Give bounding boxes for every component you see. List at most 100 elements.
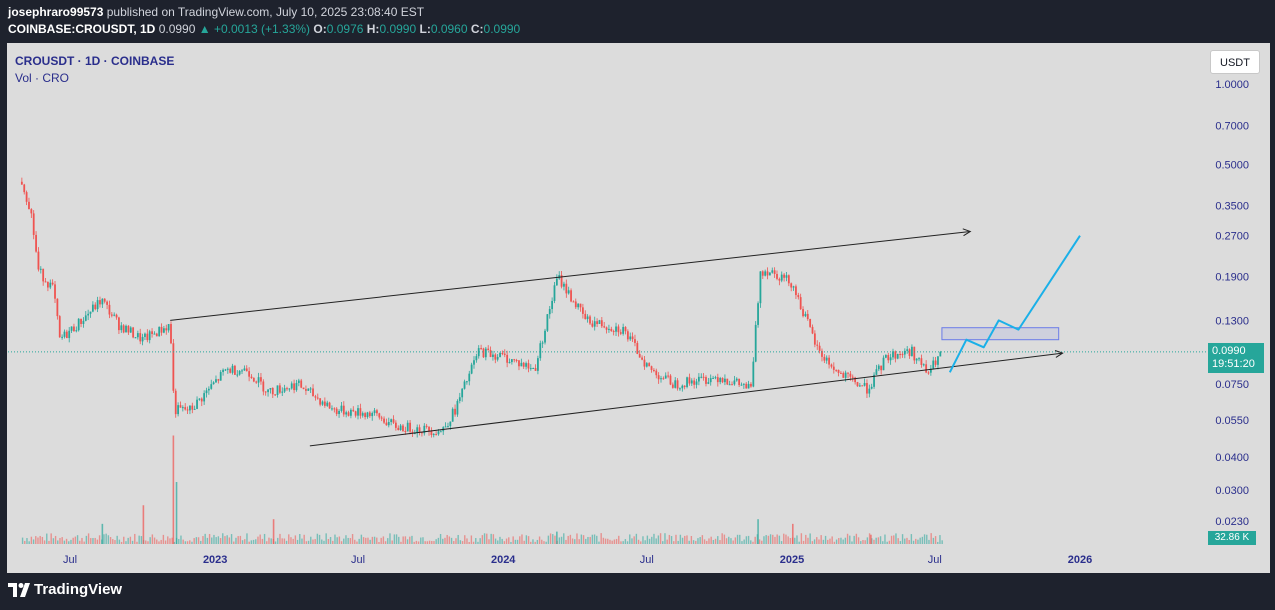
candle-body — [342, 405, 345, 415]
candle-body — [226, 368, 229, 370]
volume-bar — [279, 533, 281, 544]
candle-body — [477, 348, 480, 357]
volume-bar — [453, 541, 455, 544]
candle-body — [626, 331, 629, 340]
volume-bar — [246, 533, 248, 544]
candle-body — [792, 286, 795, 288]
candle-body — [911, 346, 913, 356]
trendline-arrowhead — [962, 228, 972, 237]
candle-body — [212, 382, 215, 385]
candle-body — [44, 281, 47, 283]
chart-legend-title[interactable]: CROUSDT · 1D · COINBASE — [15, 54, 175, 68]
candle-body — [894, 351, 897, 359]
candle-body — [167, 324, 170, 331]
chart-pane[interactable] — [7, 43, 1270, 573]
volume-legend[interactable]: Vol · CRO — [15, 71, 70, 85]
volume-bar — [488, 539, 490, 544]
candle-body — [423, 425, 426, 434]
candle-body — [290, 383, 293, 389]
candle-body — [927, 372, 930, 374]
volume-bar — [103, 534, 105, 544]
candle-body — [702, 376, 705, 378]
currency-button[interactable]: USDT — [1210, 50, 1260, 74]
volume-bar — [301, 538, 303, 544]
volume-bar — [391, 540, 393, 544]
volume-bar — [787, 536, 789, 544]
volume-bar — [318, 534, 321, 544]
volume-bar — [274, 541, 277, 544]
volume-bar — [802, 540, 805, 544]
candle-body — [385, 422, 388, 426]
volume-bar — [644, 540, 646, 544]
candle-body — [20, 181, 23, 185]
volume-bar — [783, 533, 785, 544]
volume-bar — [684, 535, 686, 544]
candle-body — [331, 408, 333, 410]
candle-body — [61, 336, 64, 338]
candle-body — [925, 364, 928, 373]
volume-bar — [490, 533, 492, 544]
volume-bar — [189, 540, 191, 544]
volume-bar — [241, 540, 244, 544]
candle-body — [541, 342, 544, 344]
volume-bar — [580, 534, 583, 544]
volume-bar — [626, 541, 629, 544]
volume-bar — [906, 537, 908, 544]
candle-body — [319, 398, 322, 405]
volume-bar — [648, 538, 651, 544]
volume-bar — [340, 541, 343, 544]
author-name[interactable]: josephraro99573 — [8, 5, 104, 19]
candle-body — [196, 399, 198, 409]
volume-bar — [213, 534, 215, 544]
volume-bar — [226, 535, 228, 544]
volume-bar — [747, 535, 750, 544]
candle-body — [873, 374, 875, 387]
volume-bar — [182, 539, 184, 544]
candle-body — [297, 380, 300, 383]
candle-body — [740, 384, 743, 386]
candle-body — [544, 330, 546, 343]
volume-bar — [358, 538, 360, 544]
candle-body — [139, 333, 142, 342]
candle-body — [179, 405, 182, 408]
candle-body — [579, 303, 582, 308]
volume-bar — [296, 539, 299, 544]
volume-bar — [54, 535, 57, 544]
open-label: O: — [313, 22, 327, 36]
candle-body — [215, 379, 217, 383]
volume-bar — [510, 541, 512, 544]
volume-bar — [481, 535, 484, 544]
volume-bar — [743, 539, 745, 544]
tradingview-brand[interactable]: TradingView — [8, 581, 122, 598]
candle-body — [861, 385, 864, 387]
volume-bar — [563, 533, 565, 544]
volume-bar — [219, 538, 222, 544]
volume-bar — [609, 539, 611, 544]
candle-body — [470, 364, 473, 374]
volume-bar — [305, 541, 308, 544]
candle-body — [506, 354, 509, 363]
candle-body — [276, 385, 279, 395]
candle-body — [551, 300, 554, 310]
candle-body — [136, 333, 139, 338]
candle-body — [752, 361, 755, 387]
candle-body — [830, 364, 833, 367]
candle-body — [84, 315, 87, 321]
volume-bar — [897, 538, 899, 544]
volume-bar — [569, 534, 572, 544]
volume-bar — [136, 541, 138, 544]
volume-bar — [789, 537, 792, 544]
candle-body — [184, 407, 187, 410]
candle-body — [39, 268, 42, 270]
volume-bar — [688, 540, 690, 544]
volume-bar — [439, 533, 442, 544]
volume-bar — [252, 539, 255, 544]
candle-body — [686, 377, 688, 388]
volume-bar — [415, 540, 418, 544]
candle-body — [174, 390, 177, 415]
candle-body — [795, 286, 797, 296]
candle-body — [475, 356, 478, 361]
candle-body — [383, 418, 385, 423]
candle-body — [546, 314, 549, 331]
